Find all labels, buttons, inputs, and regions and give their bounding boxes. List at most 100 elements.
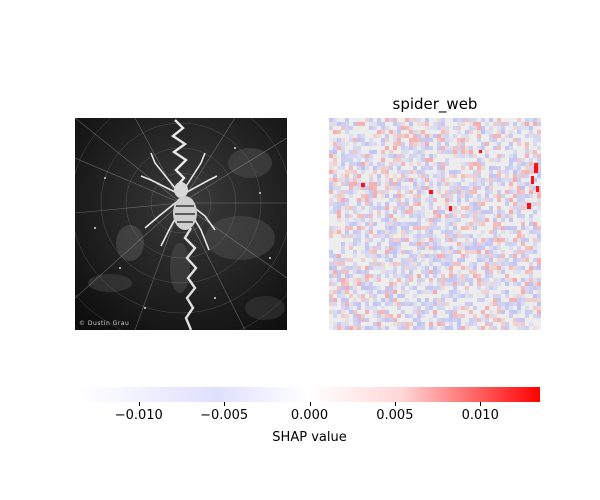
shap-cell xyxy=(341,162,345,166)
shap-cell xyxy=(381,234,385,238)
shap-cell xyxy=(461,134,465,138)
shap-cell xyxy=(365,182,369,186)
shap-cell xyxy=(465,146,469,150)
shap-cell xyxy=(433,310,437,314)
shap-cell xyxy=(461,282,465,286)
shap-cell xyxy=(401,310,405,314)
shap-cell xyxy=(361,134,365,138)
shap-cell xyxy=(337,202,341,206)
shap-cell xyxy=(353,286,357,290)
shap-cell xyxy=(445,326,449,330)
shap-cell xyxy=(341,250,345,254)
shap-cell xyxy=(505,166,509,170)
shap-cell xyxy=(537,174,541,178)
shap-cell xyxy=(469,282,473,286)
shap-cell xyxy=(409,130,413,134)
shap-cell xyxy=(513,206,517,210)
shap-cell xyxy=(381,158,385,162)
shap-cell xyxy=(393,138,397,142)
shap-cell xyxy=(529,270,533,274)
shap-cell xyxy=(429,326,433,330)
colorbar-tick xyxy=(394,402,396,406)
shap-cell xyxy=(437,146,441,150)
shap-cell xyxy=(517,198,521,202)
shap-cell xyxy=(477,318,481,322)
shap-cell xyxy=(529,262,533,266)
shap-cell xyxy=(425,178,429,182)
shap-cell xyxy=(473,222,477,226)
shap-cell xyxy=(465,154,469,158)
shap-cell xyxy=(409,250,413,254)
shap-cell xyxy=(505,306,509,310)
shap-cell xyxy=(429,238,433,242)
shap-cell xyxy=(477,202,481,206)
shap-cell xyxy=(489,178,493,182)
shap-cell xyxy=(453,230,457,234)
shap-cell xyxy=(421,158,425,162)
shap-cell xyxy=(481,210,485,214)
shap-cell xyxy=(513,294,517,298)
shap-cell xyxy=(381,166,385,170)
shap-cell xyxy=(517,318,521,322)
shap-cell xyxy=(453,310,457,314)
shap-cell xyxy=(521,162,525,166)
shap-cell xyxy=(349,310,353,314)
shap-cell xyxy=(453,210,457,214)
shap-cell xyxy=(453,226,457,230)
shap-cell xyxy=(349,242,353,246)
shap-cell xyxy=(521,278,525,282)
shap-cell xyxy=(429,246,433,250)
shap-cell xyxy=(533,122,537,126)
shap-cell xyxy=(537,262,541,266)
shap-cell xyxy=(357,138,361,142)
shap-cell xyxy=(445,142,449,146)
shap-cell xyxy=(441,282,445,286)
shap-cell xyxy=(333,150,337,154)
shap-cell xyxy=(381,290,385,294)
shap-cell xyxy=(405,198,409,202)
shap-cell xyxy=(473,174,477,178)
shap-cell xyxy=(385,254,389,258)
shap-cell xyxy=(337,142,341,146)
shap-cell xyxy=(461,242,465,246)
shap-cell xyxy=(481,298,485,302)
shap-cell xyxy=(441,262,445,266)
shap-cell xyxy=(529,170,533,174)
shap-cell xyxy=(529,250,533,254)
shap-cell xyxy=(489,322,493,326)
shap-cell xyxy=(485,122,489,126)
shap-cell xyxy=(373,222,377,226)
shap-cell xyxy=(385,218,389,222)
shap-cell xyxy=(361,138,365,142)
shap-hotspot xyxy=(536,186,539,192)
shap-cell xyxy=(381,230,385,234)
shap-cell xyxy=(397,202,401,206)
shap-cell xyxy=(381,162,385,166)
shap-cell xyxy=(369,194,373,198)
shap-cell xyxy=(481,310,485,314)
shap-cell xyxy=(341,194,345,198)
shap-hotspot xyxy=(361,183,365,187)
shap-cell xyxy=(469,182,473,186)
shap-cell xyxy=(345,158,349,162)
shap-cell xyxy=(349,182,353,186)
shap-cell xyxy=(429,138,433,142)
shap-cell xyxy=(489,310,493,314)
shap-cell xyxy=(449,318,453,322)
shap-cell xyxy=(437,322,441,326)
shap-cell xyxy=(429,322,433,326)
shap-cell xyxy=(417,222,421,226)
shap-cell xyxy=(505,274,509,278)
shap-cell xyxy=(377,178,381,182)
shap-cell xyxy=(521,286,525,290)
shap-cell xyxy=(445,126,449,130)
shap-cell xyxy=(377,242,381,246)
shap-cell xyxy=(501,230,505,234)
shap-cell xyxy=(477,162,481,166)
shap-cell xyxy=(417,242,421,246)
shap-cell xyxy=(525,146,529,150)
shap-cell xyxy=(537,294,541,298)
shap-cell xyxy=(469,226,473,230)
shap-cell xyxy=(509,214,513,218)
shap-cell xyxy=(489,246,493,250)
